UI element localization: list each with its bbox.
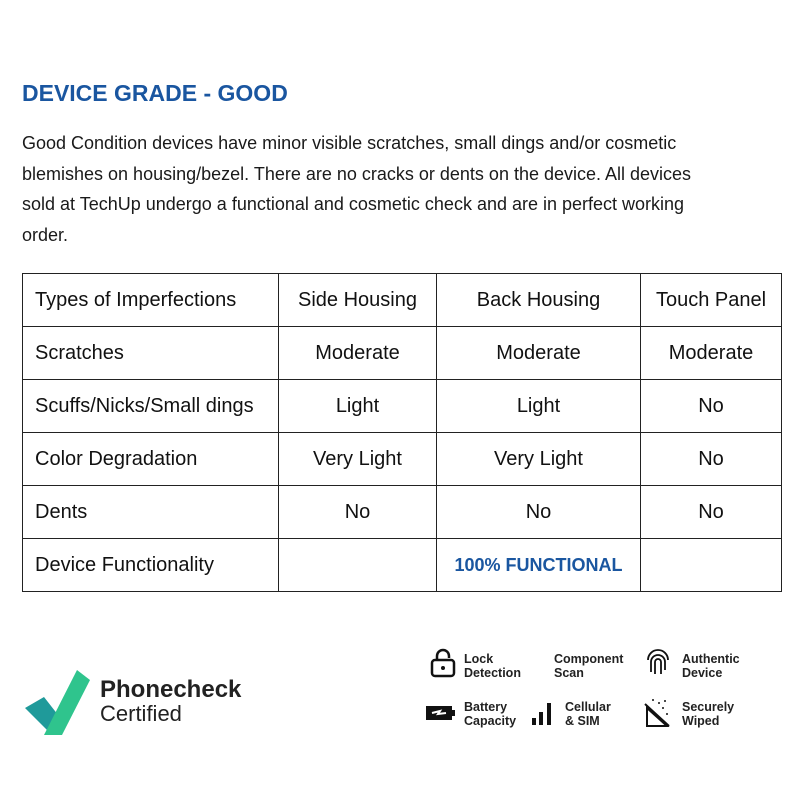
battery-icon	[426, 706, 455, 720]
table-row: Color Degradation Very Light Very Light No	[22, 432, 782, 486]
cell: Moderate	[640, 326, 782, 380]
header-cell: Back Housing	[436, 273, 641, 327]
cell: Dents	[22, 485, 279, 539]
phonecheck-logo-certified: Certified	[100, 701, 182, 726]
cell	[278, 538, 437, 592]
cell: Very Light	[436, 432, 641, 486]
imperfections-table: Types of Imperfections Side Housing Back…	[22, 273, 782, 592]
feature-securely-wiped: Securely Wiped	[682, 700, 735, 728]
feature-lock-detection: Lock Detection	[464, 652, 521, 680]
cell: No	[640, 379, 782, 433]
fingerprint-icon	[647, 649, 669, 674]
header-cell: Types of Imperfections	[22, 273, 279, 327]
functional-status: 100% FUNCTIONAL	[436, 538, 641, 592]
cell: No	[640, 432, 782, 486]
feature-authentic-device: Authentic Device	[682, 652, 740, 680]
cell: Moderate	[436, 326, 641, 380]
cell: No	[640, 485, 782, 539]
cell: No	[436, 485, 641, 539]
cell: Scuffs/Nicks/Small dings	[22, 379, 279, 433]
lock-icon	[430, 648, 456, 678]
cell	[640, 538, 782, 592]
grade-description: Good Condition devices have minor visibl…	[22, 133, 692, 245]
phonecheck-logo-name: Phonecheck	[100, 676, 242, 703]
page-title: DEVICE GRADE - GOOD	[22, 80, 288, 106]
cell: Device Functionality	[22, 538, 279, 592]
wipe-icon	[644, 699, 670, 727]
cell: Light	[278, 379, 437, 433]
feature-battery-capacity: Battery Capacity	[464, 700, 517, 728]
feature-cellular-sim: Cellular & SIM	[565, 700, 611, 728]
functionality-row: Device Functionality 100% FUNCTIONAL	[22, 538, 782, 592]
signal-icon	[532, 703, 551, 725]
phonecheck-check-icon	[25, 670, 90, 735]
cell: Moderate	[278, 326, 437, 380]
table-header-row: Types of Imperfections Side Housing Back…	[22, 273, 782, 327]
header-cell: Side Housing	[278, 273, 437, 327]
cell: Very Light	[278, 432, 437, 486]
table-row: Scratches Moderate Moderate Moderate	[22, 326, 782, 380]
header-cell: Touch Panel	[640, 273, 782, 327]
feature-component-scan: Component Scan	[554, 652, 624, 680]
table-row: Scuffs/Nicks/Small dings Light Light No	[22, 379, 782, 433]
cell: Scratches	[22, 326, 279, 380]
table-row: Dents No No No	[22, 485, 782, 539]
cell: Color Degradation	[22, 432, 279, 486]
cell: No	[278, 485, 437, 539]
cell: Light	[436, 379, 641, 433]
